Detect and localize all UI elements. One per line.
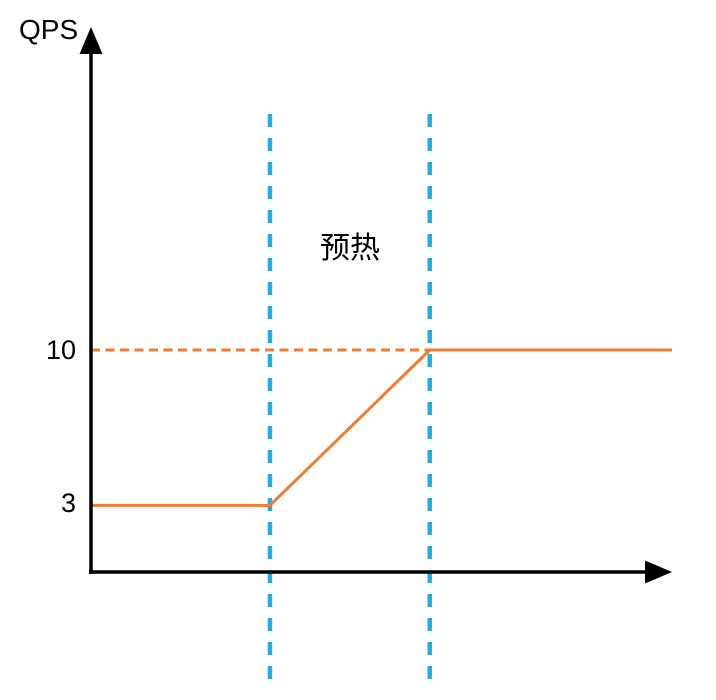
y-tick-3: 3 bbox=[60, 488, 76, 518]
warmup-label: 预热 bbox=[320, 232, 380, 265]
x-axis-arrowhead bbox=[645, 560, 672, 584]
qps-line bbox=[91, 348, 672, 507]
y-axis-label: QPS bbox=[19, 14, 79, 45]
y-axis-arrowhead bbox=[79, 27, 103, 54]
y-tick-10: 10 bbox=[45, 335, 76, 365]
